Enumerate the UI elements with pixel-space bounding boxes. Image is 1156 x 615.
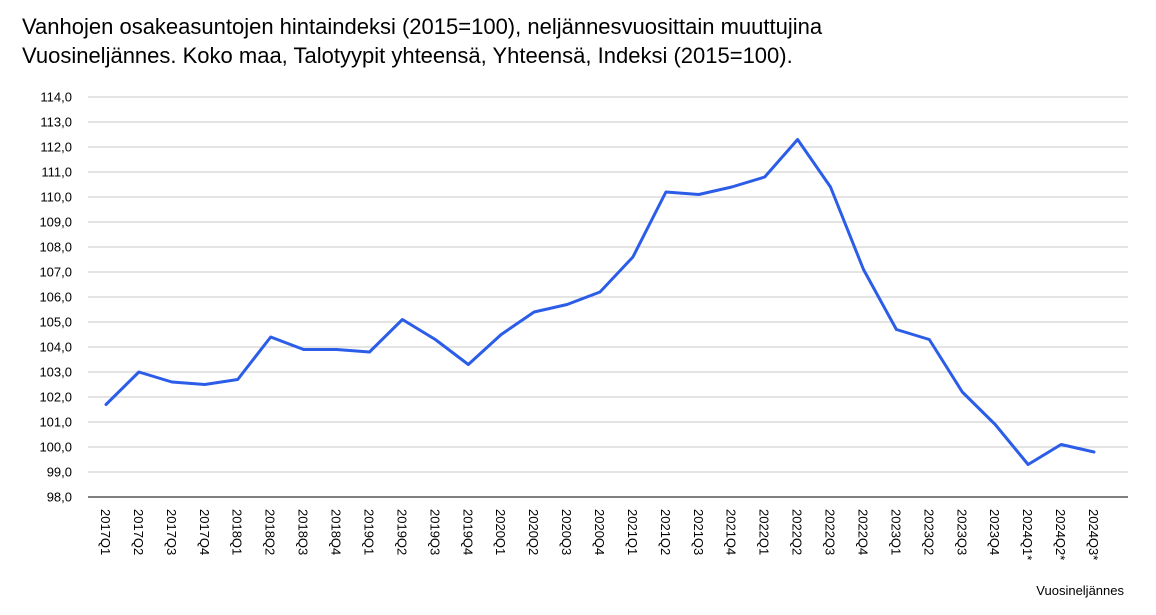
x-tick-label: 2019Q2 (394, 509, 409, 555)
x-tick-label: 2023Q2 (921, 509, 936, 555)
x-tick-label: 2019Q4 (460, 509, 475, 555)
x-tick-label: 2020Q1 (493, 509, 508, 555)
y-tick-label: 113,0 (40, 115, 72, 130)
x-tick-label: 2019Q3 (427, 509, 442, 555)
x-tick-label: 2024Q1* (1020, 509, 1035, 560)
x-axis-ticks: 2017Q1 2017Q2 2017Q3 2017Q4 2018Q1 2018Q2 2018… (98, 509, 1101, 560)
x-tick-label: 2017Q4 (197, 509, 212, 555)
x-tick-label: 2020Q4 (592, 509, 607, 555)
series-line (104, 138, 1096, 466)
chart-title: Vanhojen osakeasuntojen hintaindeksi (20… (22, 14, 823, 39)
y-tick-label: 98,0 (47, 490, 72, 505)
x-tick-label: 2023Q4 (987, 509, 1002, 555)
y-tick-label: 103,0 (39, 365, 72, 380)
x-tick-label: 2022Q3 (823, 509, 838, 555)
x-tick-label: 2023Q3 (954, 509, 969, 555)
y-tick-label: 112,0 (40, 140, 72, 155)
y-tick-label: 105,0 (39, 315, 72, 330)
y-tick-label: 104,0 (39, 340, 72, 355)
x-tick-label: 2022Q4 (855, 509, 870, 555)
y-tick-label: 99,0 (47, 465, 72, 480)
y-tick-label: 101,0 (39, 415, 72, 430)
x-tick-label: 2022Q1 (757, 509, 772, 555)
y-tick-label: 107,0 (39, 265, 72, 280)
x-tick-label: 2021Q4 (724, 509, 739, 555)
x-tick-label: 2019Q1 (361, 509, 376, 555)
x-tick-label: 2017Q3 (164, 509, 179, 555)
x-tick-label: 2021Q1 (625, 509, 640, 555)
y-tick-label: 114,0 (40, 90, 72, 105)
chart-subtitle: Vuosineljännes. Koko maa, Talotyypit yht… (22, 43, 793, 68)
x-tick-label: 2024Q2* (1053, 509, 1068, 560)
y-axis-ticks: 98,0 99,0 100,0 101,0 102,0 103,0 104,0 105,0 10… (39, 90, 72, 505)
x-axis-label: Vuosineljännes (1036, 583, 1124, 598)
x-tick-label: 2021Q3 (691, 509, 706, 555)
x-tick-label: 2023Q1 (888, 509, 903, 555)
x-tick-label: 2017Q1 (98, 509, 113, 555)
y-tick-label: 109,0 (39, 215, 72, 230)
y-tick-label: 106,0 (39, 290, 72, 305)
y-tick-label: 111,0 (41, 165, 72, 180)
x-tick-label: 2018Q1 (230, 509, 245, 555)
x-tick-label: 2021Q2 (658, 509, 673, 555)
x-tick-label: 2020Q2 (526, 509, 541, 555)
chart-title-block: Vanhojen osakeasuntojen hintaindeksi (20… (22, 12, 822, 70)
y-tick-label: 100,0 (39, 440, 72, 455)
x-tick-label: 2018Q4 (329, 509, 344, 555)
x-tick-label: 2020Q3 (559, 509, 574, 555)
y-tick-label: 110,0 (40, 190, 72, 205)
x-tick-label: 2018Q3 (296, 509, 311, 555)
x-tick-label: 2022Q2 (790, 509, 805, 555)
x-tick-label: 2017Q2 (131, 509, 146, 555)
y-tick-label: 108,0 (39, 240, 72, 255)
y-tick-label: 102,0 (39, 390, 72, 405)
x-tick-label: 2018Q2 (263, 509, 278, 555)
x-tick-label: 2024Q3* (1086, 509, 1101, 560)
